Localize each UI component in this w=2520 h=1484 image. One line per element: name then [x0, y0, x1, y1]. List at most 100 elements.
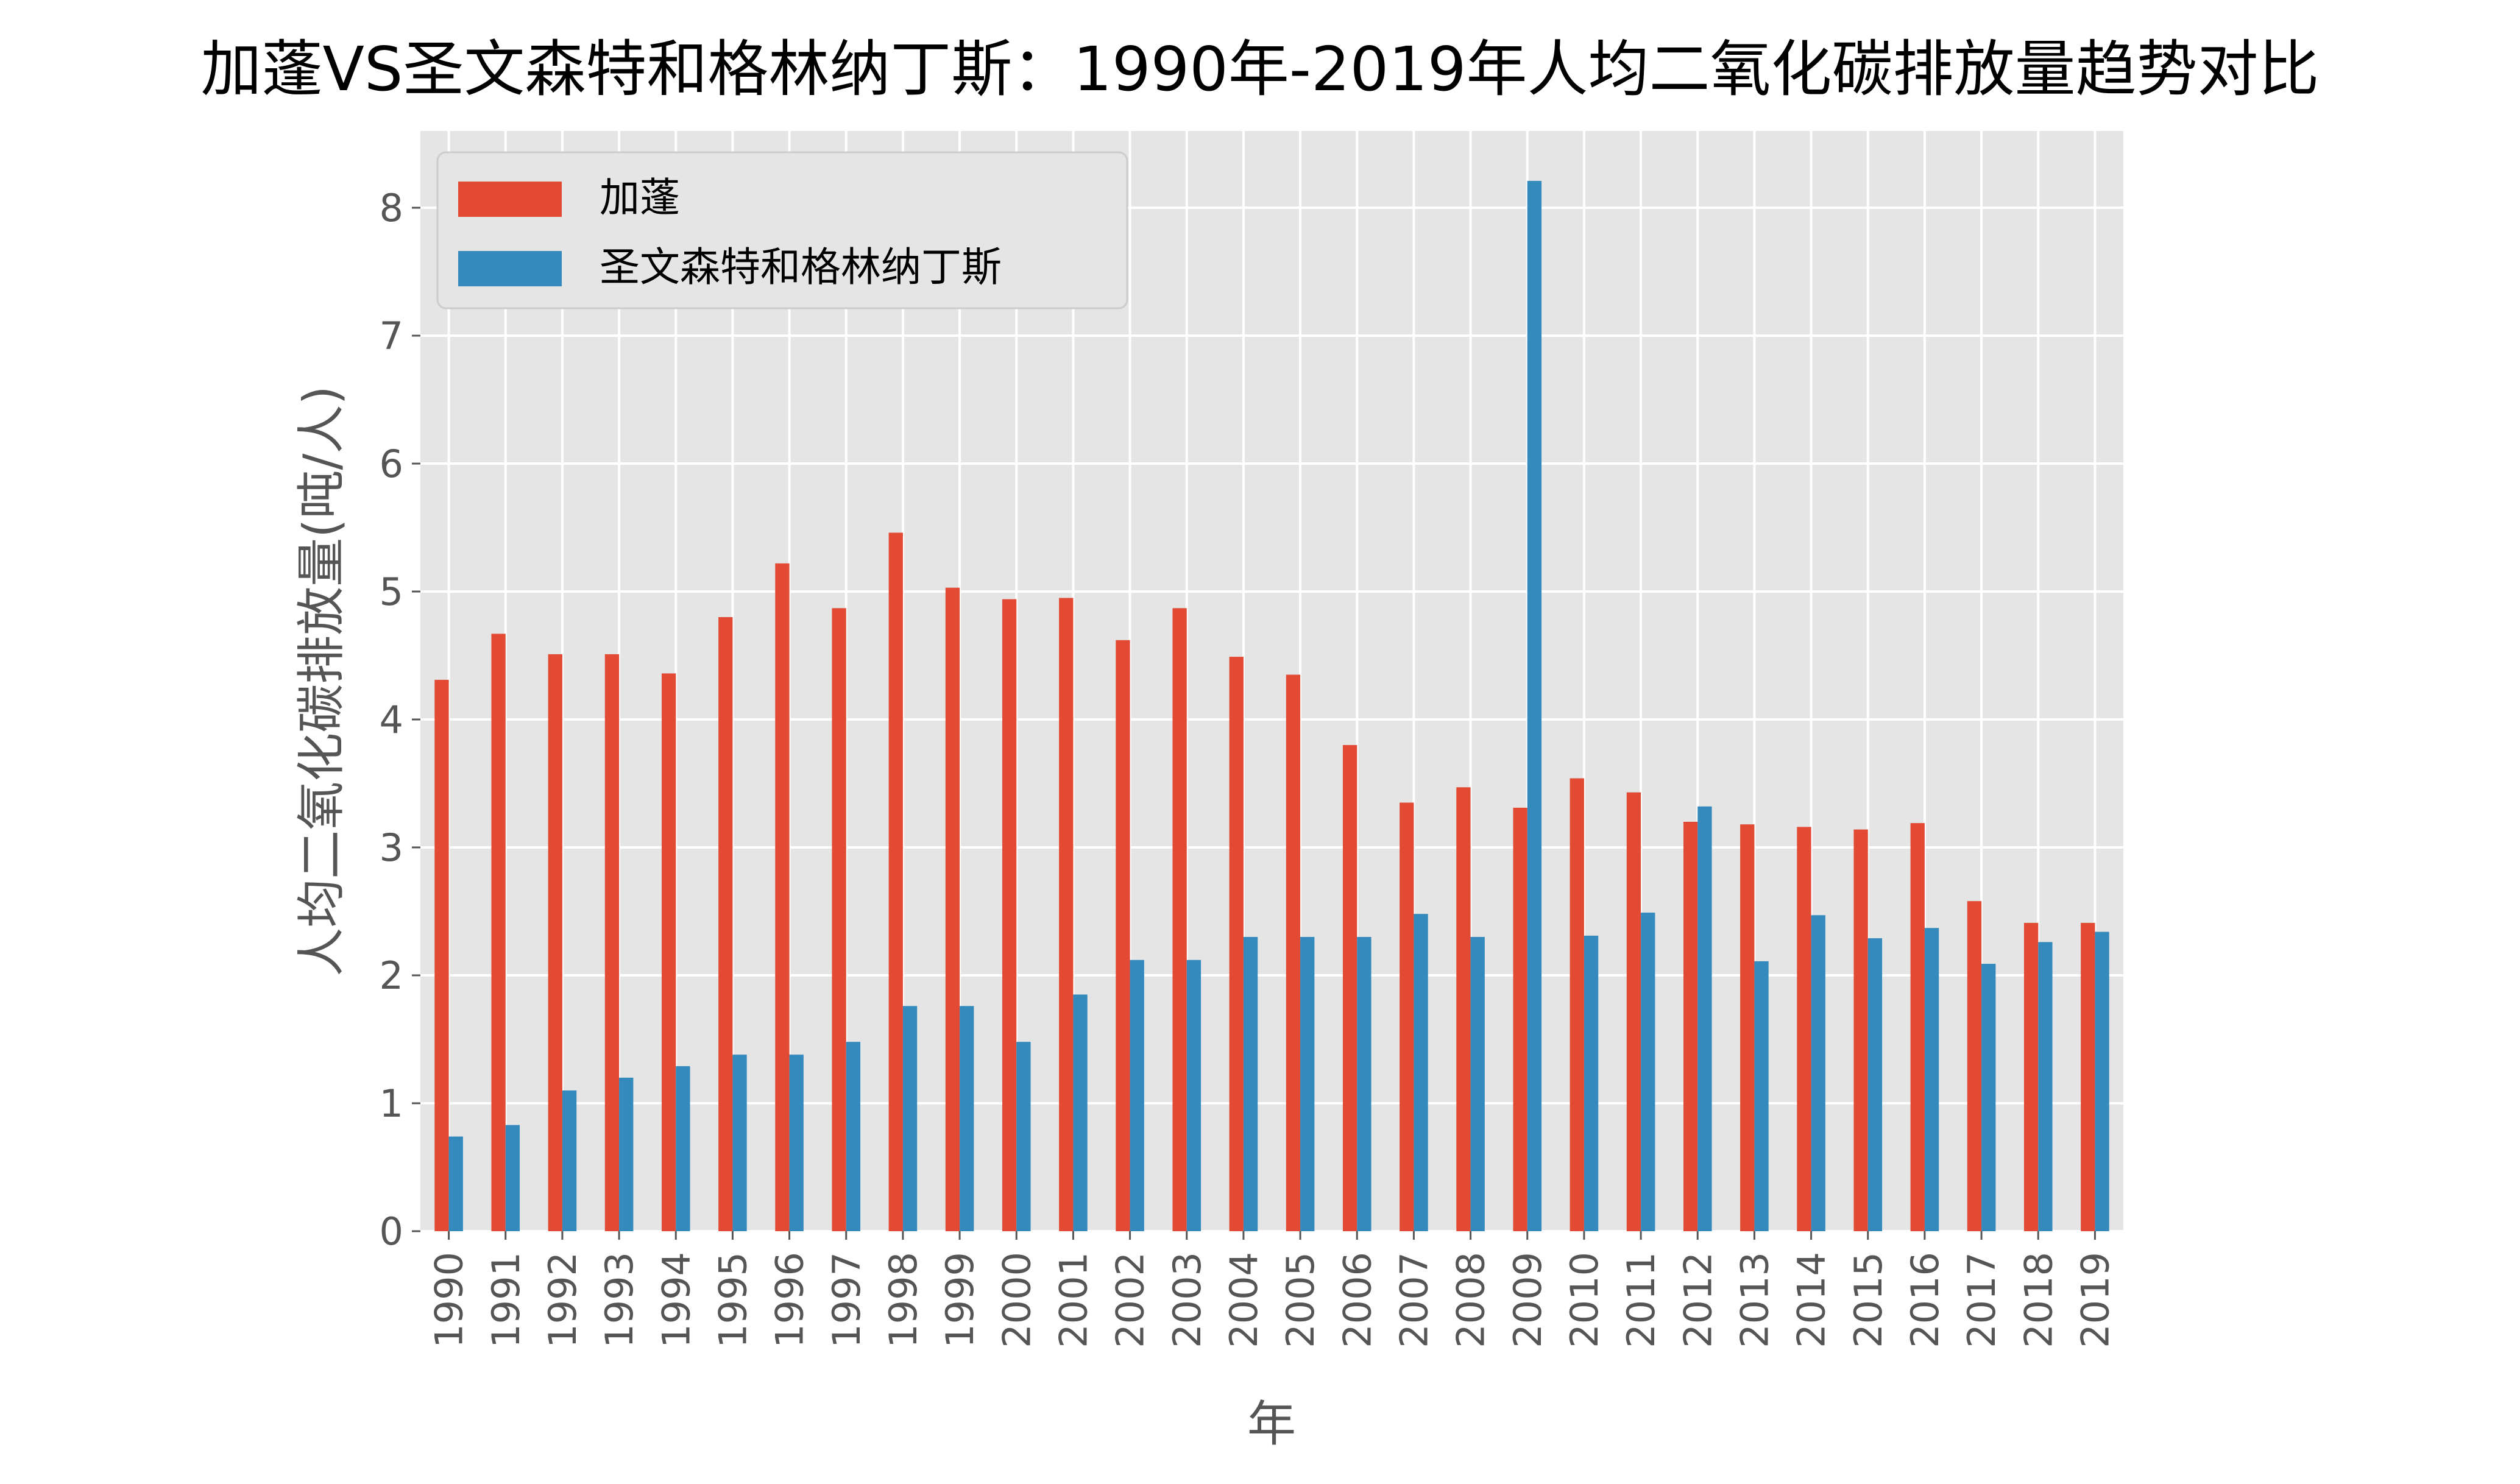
legend: 加蓬 圣文森特和格林纳丁斯 [436, 151, 1128, 309]
y-tick-label: 2 [380, 953, 403, 998]
bar-svg-1993 [619, 1078, 634, 1231]
y-tick-label: 7 [380, 314, 403, 358]
x-tick-label: 2017 [1959, 1252, 2004, 1348]
chart-title: 加蓬VS圣文森特和格林纳丁斯：1990年-2019年人均二氧化碳排放量趋势对比 [201, 34, 2320, 105]
x-tick-label: 1997 [824, 1252, 869, 1348]
bar-svg-2009 [1527, 180, 1542, 1231]
bar-gabon-1995 [718, 617, 733, 1231]
x-tick-label: 2012 [1676, 1252, 1720, 1348]
bar-gabon-1996 [775, 563, 790, 1231]
bar-gabon-1994 [661, 673, 676, 1231]
bar-svg-2010 [1584, 935, 1599, 1231]
y-axis-label: 人均二氧化碳排放量(吨/人) [293, 386, 350, 976]
bar-svg-2017 [1981, 964, 1996, 1231]
bar-svg-2019 [2095, 931, 2109, 1231]
bar-gabon-1990 [434, 679, 449, 1231]
x-tick-label: 2016 [1903, 1252, 1947, 1348]
x-tick-label: 2006 [1335, 1252, 1379, 1348]
bar-svg-2001 [1073, 994, 1088, 1231]
x-tick-label: 2019 [2073, 1252, 2117, 1348]
bar-gabon-2008 [1456, 787, 1471, 1231]
bar-svg-1992 [562, 1090, 577, 1231]
bar-svg-2014 [1811, 915, 1825, 1231]
bar-gabon-2000 [1002, 599, 1017, 1231]
x-tick-label: 1999 [938, 1252, 982, 1348]
y-tick-label: 5 [380, 570, 403, 614]
x-tick-label: 2004 [1222, 1252, 1266, 1348]
bar-svg-1998 [902, 1006, 918, 1231]
bar-svg-2008 [1470, 937, 1485, 1231]
x-tick-label: 2001 [1051, 1252, 1095, 1348]
bar-svg-2018 [2038, 942, 2053, 1231]
bar-svg-2011 [1641, 913, 1655, 1231]
bar-svg-1990 [448, 1136, 463, 1231]
x-tick-label: 2002 [1108, 1252, 1153, 1348]
bar-svg-2012 [1697, 806, 1712, 1231]
x-tick-label: 2009 [1506, 1252, 1550, 1348]
bar-gabon-2001 [1059, 598, 1074, 1231]
axis-ticks: 0 1 2 3 4 5 6 7 8 1990 1991 1992 1993 1994 1995 1996 199… [380, 186, 2118, 1348]
x-axis-label: 年 [1247, 1396, 1296, 1452]
bar-gabon-2004 [1229, 657, 1244, 1231]
bar-svg-2006 [1357, 937, 1371, 1231]
x-tick-label: 2015 [1846, 1252, 1891, 1348]
x-tick-label: 1995 [710, 1252, 755, 1348]
y-tick-label: 4 [380, 698, 403, 742]
x-tick-label: 1994 [654, 1252, 698, 1348]
bar-svg-2007 [1414, 914, 1428, 1231]
bars [434, 180, 2109, 1232]
legend-swatch-gabon [458, 182, 562, 217]
x-tick-label: 1990 [427, 1252, 472, 1348]
x-tick-label: 2014 [1789, 1252, 1834, 1348]
x-tick-label: 1996 [768, 1252, 812, 1348]
x-tick-label: 2003 [1165, 1252, 1209, 1348]
bar-gabon-1997 [832, 608, 846, 1231]
y-tick-label: 1 [380, 1081, 403, 1126]
bar-svg-2003 [1186, 959, 1202, 1231]
x-tick-label: 2005 [1278, 1252, 1323, 1348]
bar-gabon-1992 [548, 654, 562, 1231]
bar-gabon-2016 [1910, 823, 1925, 1231]
bar-gabon-2013 [1740, 824, 1755, 1231]
bar-svg-2004 [1243, 937, 1258, 1231]
x-tick-label: 1991 [484, 1252, 528, 1348]
y-tick-label: 0 [380, 1209, 403, 1254]
plot-area [420, 131, 2123, 1231]
bar-svg-2000 [1016, 1042, 1031, 1231]
bar-gabon-2005 [1286, 674, 1301, 1231]
bar-svg-1997 [846, 1042, 861, 1231]
bar-svg-1991 [505, 1125, 520, 1231]
y-tick-label: 3 [380, 825, 403, 870]
bar-gabon-2002 [1116, 640, 1130, 1231]
bar-svg-1994 [676, 1066, 690, 1231]
bar-svg-1995 [732, 1055, 747, 1231]
bar-svg-2015 [1867, 938, 1883, 1231]
x-tick-label: 2008 [1449, 1252, 1493, 1348]
legend-label-svg: 圣文森特和格林纳丁斯 [600, 244, 1002, 291]
bar-svg-2016 [1924, 928, 1939, 1231]
bar-gabon-2011 [1626, 792, 1641, 1231]
bar-gabon-2010 [1570, 778, 1584, 1231]
legend-swatch-svg [458, 251, 562, 286]
bar-gabon-1998 [888, 532, 903, 1231]
bar-gabon-2017 [1967, 901, 1982, 1231]
bar-gabon-2019 [2081, 922, 2095, 1231]
bar-gabon-2012 [1683, 822, 1698, 1231]
bar-gabon-2006 [1342, 745, 1357, 1231]
y-tick-label: 8 [380, 186, 403, 230]
bar-gabon-2009 [1513, 807, 1527, 1231]
x-tick-label: 1992 [540, 1252, 585, 1348]
bar-gabon-2014 [1797, 827, 1811, 1231]
x-tick-label: 2011 [1619, 1252, 1663, 1348]
bar-gabon-2015 [1853, 829, 1868, 1231]
x-tick-label: 2013 [1732, 1252, 1777, 1348]
x-tick-label: 2007 [1392, 1252, 1436, 1348]
legend-box [436, 151, 1128, 309]
legend-label-gabon: 加蓬 [600, 174, 680, 221]
bar-svg-2013 [1754, 961, 1769, 1231]
bar-gabon-2007 [1400, 802, 1414, 1231]
bar-gabon-1991 [491, 634, 506, 1231]
bar-svg-2005 [1300, 937, 1315, 1231]
